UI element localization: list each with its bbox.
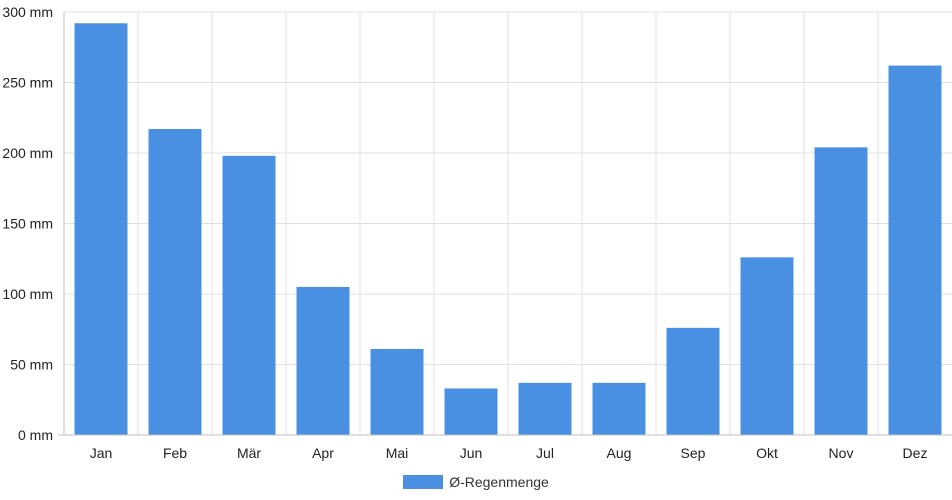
bar-layer <box>74 23 942 436</box>
x-tick-label: Mär <box>237 445 261 461</box>
bar <box>444 388 498 435</box>
y-tick-label: 100 mm <box>2 286 53 302</box>
label-layer: 0 mm 50 mm 100 mm 150 mm 200 mm 250 mm 300 mm J… <box>2 4 927 461</box>
x-tick-label: Okt <box>756 445 778 461</box>
y-tick-label: 50 mm <box>10 357 53 373</box>
legend-label: Ø-Regenmenge <box>449 474 549 490</box>
bar <box>888 65 942 435</box>
bar <box>370 348 424 435</box>
x-tick-label: Sep <box>681 445 706 461</box>
bar <box>148 129 202 435</box>
y-tick-label: 300 mm <box>2 4 53 20</box>
x-tick-label: Mai <box>386 445 409 461</box>
bar <box>666 327 720 435</box>
grid-layer <box>64 11 952 435</box>
bar <box>296 286 350 435</box>
x-tick-label: Nov <box>829 445 854 461</box>
bar <box>814 147 868 436</box>
x-tick-label: Jan <box>90 445 113 461</box>
bar <box>740 257 794 435</box>
x-tick-label: Jul <box>536 445 554 461</box>
legend-swatch <box>403 475 444 489</box>
legend: Ø-Regenmenge <box>0 470 952 494</box>
x-tick-label: Aug <box>607 445 632 461</box>
y-tick-label: 150 mm <box>2 216 53 232</box>
y-tick-label: 0 mm <box>18 427 53 443</box>
y-tick-label: 250 mm <box>2 75 53 91</box>
x-tick-label: Dez <box>903 445 928 461</box>
bar <box>222 155 276 435</box>
x-tick-label: Feb <box>163 445 187 461</box>
axis-layer <box>58 12 952 436</box>
x-tick-label: Jun <box>460 445 483 461</box>
bar <box>518 382 572 435</box>
y-tick-label: 200 mm <box>2 145 53 161</box>
bar <box>592 382 646 435</box>
bar <box>74 23 128 436</box>
chart-svg: 0 mm 50 mm 100 mm 150 mm 200 mm 250 mm 300 mm J… <box>2 4 952 461</box>
x-tick-label: Apr <box>312 445 334 461</box>
